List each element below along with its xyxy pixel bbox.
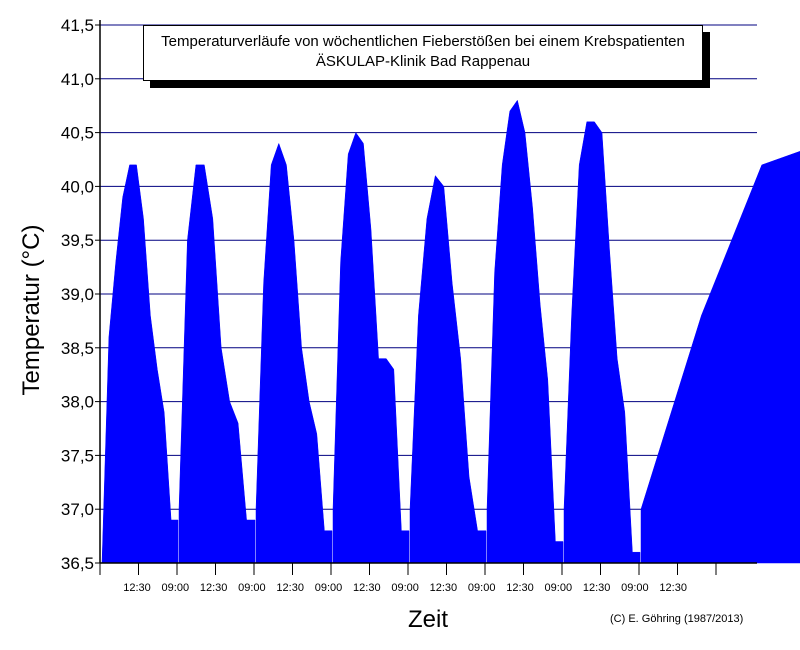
fever-episode-area (486, 99, 564, 564)
x-tick-label: 12:30 (659, 582, 687, 594)
y-tick-label: 38,0 (61, 393, 94, 412)
y-tick-label: 37,0 (61, 500, 94, 519)
x-axis-label: Zeit (408, 606, 449, 633)
x-tick-label: 09:00 (315, 582, 343, 594)
x-tick-label: 09:00 (468, 582, 496, 594)
x-tick-label: 12:30 (276, 582, 304, 594)
fever-episode-area (255, 142, 333, 564)
chart-subtitle: ÄSKULAP-Klinik Bad Rappenau (315, 53, 531, 70)
copyright-note: (C) E. Göhring (1987/2013) (610, 613, 744, 625)
y-tick-label: 37,5 (61, 446, 94, 465)
x-tick-label: 12:30 (200, 582, 228, 594)
y-tick-label: 40,5 (61, 124, 94, 143)
chart-title-box: Temperaturverläufe von wöchentlichen Fie… (143, 25, 703, 81)
y-tick-label: 38,5 (61, 339, 94, 358)
y-axis-label: Temperatur (°C) (18, 224, 45, 396)
fever-episode-area (409, 175, 487, 564)
y-tick-label: 41,0 (61, 70, 94, 89)
y-tick-label: 39,5 (61, 231, 94, 250)
x-tick-label: 09:00 (391, 582, 419, 594)
fever-episode-area (178, 164, 256, 564)
fever-episode-area (640, 151, 800, 564)
fever-episode-area (101, 164, 179, 564)
x-tick-label: 12:30 (430, 582, 458, 594)
x-tick-label: 09:00 (621, 582, 649, 594)
y-tick-label: 41,5 (61, 16, 94, 35)
y-tick-label: 40,0 (61, 177, 94, 196)
x-tick-label: 12:30 (123, 582, 151, 594)
chart-title: Temperaturverläufe von wöchentlichen Fie… (161, 33, 685, 50)
fever-episode-area (563, 121, 641, 564)
x-tick-label: 09:00 (238, 582, 266, 594)
y-tick-label: 39,0 (61, 285, 94, 304)
fever-episode-area (332, 132, 410, 564)
y-tick-label: 36,5 (61, 554, 94, 573)
x-tick-label: 12:30 (506, 582, 534, 594)
x-tick-label: 09:00 (545, 582, 573, 594)
x-tick-label: 09:00 (162, 582, 190, 594)
x-tick-label: 12:30 (353, 582, 381, 594)
x-tick-label: 12:30 (583, 582, 611, 594)
